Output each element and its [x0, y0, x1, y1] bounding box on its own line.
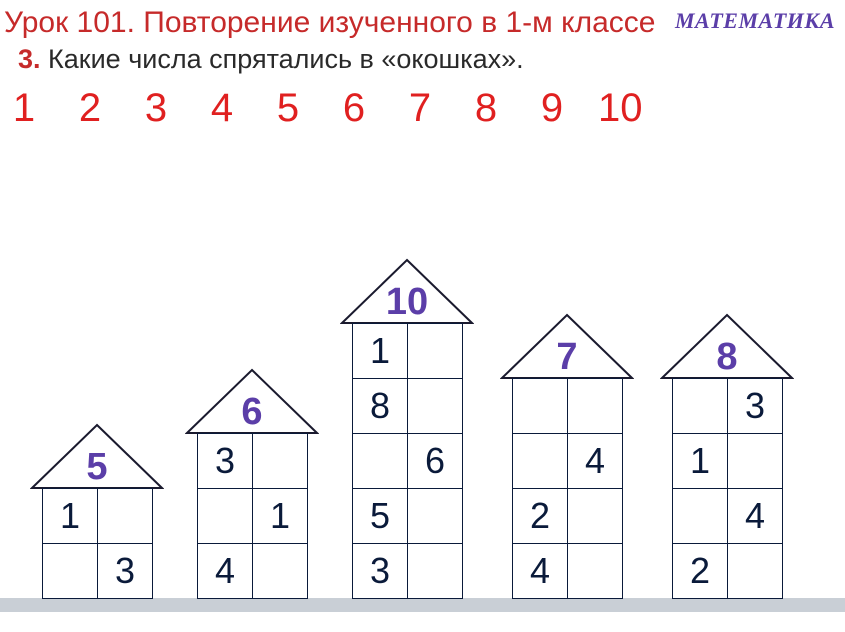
number-strip: 123456789 10	[4, 86, 643, 131]
cell: 4	[512, 543, 568, 599]
cell: 4	[197, 543, 253, 599]
house-6: 6314	[185, 368, 319, 598]
cell: 4	[567, 433, 623, 489]
cell: 2	[512, 488, 568, 544]
cell: 2	[672, 543, 728, 599]
cell	[197, 488, 253, 544]
cell	[727, 543, 783, 599]
cell: 5	[352, 488, 408, 544]
number-10: 10	[598, 86, 643, 131]
house-10: 1018653	[340, 258, 474, 598]
cell: 8	[352, 378, 408, 434]
cell	[252, 543, 308, 599]
roof-number: 6	[185, 391, 319, 434]
subject-label: МАТЕМАТИКА	[675, 8, 835, 34]
roof-number: 5	[30, 446, 164, 489]
house-grid: 314	[197, 433, 307, 598]
cell: 1	[352, 323, 408, 379]
cell	[672, 378, 728, 434]
number-5: 5	[268, 86, 308, 131]
number-1: 1	[4, 86, 44, 131]
cell	[512, 433, 568, 489]
question-number: 3.	[18, 44, 41, 74]
number-3: 3	[136, 86, 176, 131]
floor-bar	[0, 598, 845, 612]
cell	[42, 543, 98, 599]
cell: 3	[197, 433, 253, 489]
cell	[567, 543, 623, 599]
number-8: 8	[466, 86, 506, 131]
house-5: 513	[30, 423, 164, 598]
cell: 6	[407, 433, 463, 489]
cell: 4	[727, 488, 783, 544]
cell: 3	[97, 543, 153, 599]
cell: 3	[727, 378, 783, 434]
roof-number: 7	[500, 336, 634, 379]
house-grid: 424	[512, 378, 622, 598]
house-grid: 18653	[352, 323, 462, 598]
cell: 1	[252, 488, 308, 544]
number-4: 4	[202, 86, 242, 131]
cell	[407, 488, 463, 544]
cell	[407, 323, 463, 379]
cell	[407, 378, 463, 434]
house-8: 83142	[660, 313, 794, 598]
question-body: Какие числа спрятались в «окошках».	[41, 44, 524, 74]
cell	[672, 488, 728, 544]
cell	[567, 378, 623, 434]
number-9: 9	[532, 86, 572, 131]
number-6: 6	[334, 86, 374, 131]
house-grid: 13	[42, 488, 152, 598]
cell	[567, 488, 623, 544]
cell	[407, 543, 463, 599]
roof-number: 10	[340, 281, 474, 324]
question-text: 3. Какие числа спрятались в «окошках».	[18, 44, 524, 75]
cell	[352, 433, 408, 489]
cell	[252, 433, 308, 489]
cell	[97, 488, 153, 544]
house-7: 7424	[500, 313, 634, 598]
cell: 1	[42, 488, 98, 544]
cell	[727, 433, 783, 489]
cell: 3	[352, 543, 408, 599]
roof-number: 8	[660, 336, 794, 379]
house-grid: 3142	[672, 378, 782, 598]
number-2: 2	[70, 86, 110, 131]
number-7: 7	[400, 86, 440, 131]
houses-area: 51363141018653742483142	[0, 172, 845, 612]
cell	[512, 378, 568, 434]
cell: 1	[672, 433, 728, 489]
lesson-title: Урок 101. Повторение изученного в 1-м кл…	[4, 6, 655, 39]
